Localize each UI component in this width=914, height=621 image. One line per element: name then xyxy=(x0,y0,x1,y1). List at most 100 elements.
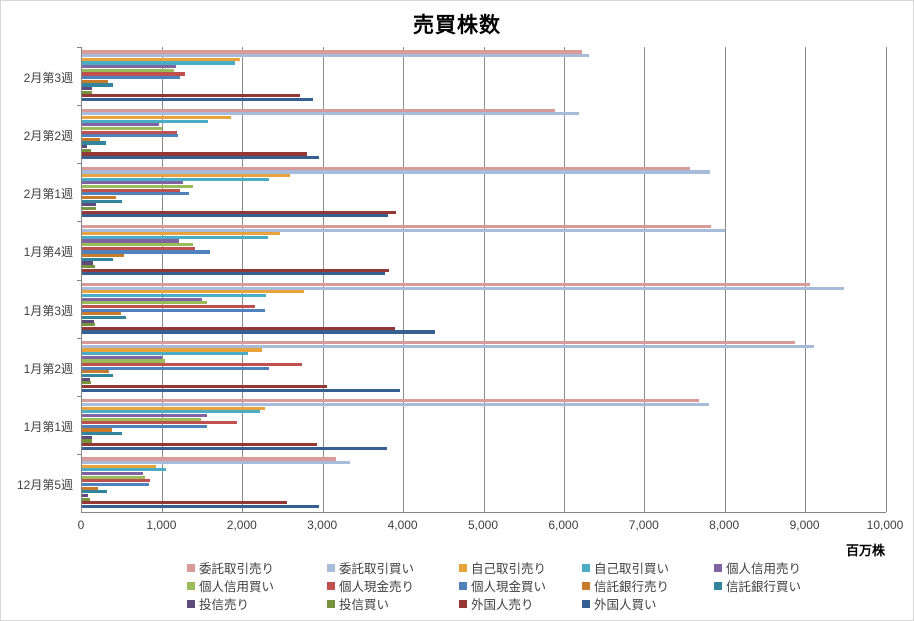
legend-item: 外国人買い xyxy=(582,594,657,613)
bar-投信売り-2月第3週 xyxy=(82,87,92,91)
bar-個人現金売り-12月第5週 xyxy=(82,479,151,483)
bar-外国人買い-2月第1週 xyxy=(82,214,388,218)
bar-信託銀行売り-12月第5週 xyxy=(82,486,99,490)
bar-個人信用買い-1月第3週 xyxy=(82,301,207,305)
legend-label: 自己取引買い xyxy=(594,562,670,576)
bar-投信売り-12月第5週 xyxy=(82,493,89,498)
legend-color-swatch xyxy=(582,563,590,572)
bar-自己取引売り-1月第4週 xyxy=(82,232,280,236)
bar-自己取引売り-1月第3週 xyxy=(82,290,304,294)
bar-信託銀行買い-1月第1週 xyxy=(82,432,123,436)
legend-item: 信託銀行売り xyxy=(582,576,669,595)
bar-個人信用買い-1月第1週 xyxy=(82,417,201,421)
legend-label: 委託取引売り xyxy=(199,562,275,576)
y-axis-tick xyxy=(77,221,82,223)
y-axis-label: 1月第4週 xyxy=(23,245,73,260)
bar-信託銀行買い-1月第3週 xyxy=(82,315,127,319)
bar-個人現金売り-2月第2週 xyxy=(82,130,177,134)
bar-委託取引売り-2月第3週 xyxy=(82,50,583,54)
bar-信託銀行買い-2月第2週 xyxy=(82,141,107,145)
bar-投信買い-1月第3週 xyxy=(82,323,95,327)
legend-label: 個人信用売り xyxy=(726,562,802,576)
bar-個人信用売り-2月第3週 xyxy=(82,65,177,69)
bar-委託取引買い-2月第1週 xyxy=(82,170,710,174)
y-axis-tick xyxy=(77,105,82,107)
x-tick-label: 8,000 xyxy=(709,518,740,532)
bar-外国人買い-1月第1週 xyxy=(82,446,387,450)
bar-個人信用売り-1月第2週 xyxy=(82,355,163,359)
y-axis-label: 12月第5週 xyxy=(16,477,73,492)
bar-個人現金買い-1月第4週 xyxy=(82,250,210,254)
bar-投信売り-2月第2週 xyxy=(82,145,87,149)
bar-委託取引売り-12月第5週 xyxy=(82,457,337,461)
y-axis-tick xyxy=(77,453,82,455)
y-axis-label: 2月第3週 xyxy=(23,71,73,86)
bar-個人信用買い-2月第3週 xyxy=(82,68,174,72)
legend-item: 投信買い xyxy=(327,594,389,613)
gridline xyxy=(161,47,163,512)
legend-color-swatch xyxy=(714,581,722,590)
bar-投信売り-2月第1週 xyxy=(82,203,96,207)
legend-item: 委託取引売り xyxy=(187,558,274,577)
bar-信託銀行買い-2月第1週 xyxy=(82,199,123,203)
bar-個人信用売り-1月第3週 xyxy=(82,297,202,301)
y-axis-tick xyxy=(77,337,82,339)
x-tick-label: 6,000 xyxy=(548,518,579,532)
bar-信託銀行売り-1月第2週 xyxy=(82,370,109,374)
legend-color-swatch xyxy=(327,581,335,590)
bar-信託銀行売り-1月第1週 xyxy=(82,428,112,432)
legend-item: 委託取引買い xyxy=(327,558,414,577)
bar-信託銀行買い-1月第4週 xyxy=(82,257,114,261)
bar-投信売り-1月第4週 xyxy=(82,261,94,265)
legend-label: 委託取引買い xyxy=(339,562,415,576)
x-tick-label: 2,000 xyxy=(226,518,257,532)
legend-color-swatch xyxy=(459,563,467,572)
bar-外国人売り-12月第5週 xyxy=(82,501,288,505)
legend-color-swatch xyxy=(327,563,335,572)
legend-color-swatch xyxy=(582,581,590,590)
bar-信託銀行買い-1月第2週 xyxy=(82,373,114,378)
bar-外国人買い-12月第5週 xyxy=(82,504,320,508)
legend-color-swatch xyxy=(187,599,195,608)
x-tick-label: 1,000 xyxy=(146,518,177,532)
bar-外国人買い-2月第2週 xyxy=(82,156,320,160)
legend-item: 自己取引買い xyxy=(582,558,669,577)
legend-item: 個人現金買い xyxy=(459,576,546,595)
bar-個人信用買い-1月第2週 xyxy=(82,359,165,363)
x-tick-label: 4,000 xyxy=(387,518,418,532)
bar-委託取引売り-1月第3週 xyxy=(82,282,810,287)
bar-個人現金売り-1月第3週 xyxy=(82,304,255,309)
legend-label: 個人現金売り xyxy=(339,580,415,594)
y-axis-label: 2月第1週 xyxy=(23,187,73,202)
x-tick-label: 10,000 xyxy=(866,518,904,532)
bar-投信買い-1月第2週 xyxy=(82,381,91,385)
bar-委託取引売り-2月第1週 xyxy=(82,166,690,170)
bar-信託銀行売り-2月第1週 xyxy=(82,195,116,200)
axis-unit-label: 百万株 xyxy=(845,543,885,558)
bar-委託取引売り-1月第1週 xyxy=(82,399,699,403)
x-tick-label: 9,000 xyxy=(789,518,820,532)
legend-color-swatch xyxy=(459,581,467,590)
legend-label: 外国人買い xyxy=(594,598,657,612)
bar-投信買い-2月第1週 xyxy=(82,206,96,211)
bar-投信買い-2月第3週 xyxy=(82,90,92,94)
legend-label: 個人現金買い xyxy=(471,580,547,594)
legend-item: 個人信用買い xyxy=(187,576,274,595)
bar-投信買い-1月第4週 xyxy=(82,265,95,269)
bar-外国人売り-1月第1週 xyxy=(82,443,317,447)
legend-label: 信託銀行売り xyxy=(594,580,670,594)
gridline xyxy=(644,47,646,512)
legend-item: 投信売り xyxy=(187,594,249,613)
bar-個人信用売り-1月第1週 xyxy=(82,413,207,417)
bar-個人信用売り-12月第5週 xyxy=(82,471,144,476)
bar-自己取引買い-2月第1週 xyxy=(82,177,269,181)
bar-投信買い-1月第1週 xyxy=(82,439,93,443)
bar-自己取引買い-2月第3週 xyxy=(82,61,235,65)
y-axis-tick xyxy=(77,47,82,48)
legend-item: 自己取引売り xyxy=(459,558,546,577)
bar-自己取引売り-12月第5週 xyxy=(82,464,156,468)
legend-label: 信託銀行買い xyxy=(726,580,802,594)
bar-委託取引売り-1月第2週 xyxy=(82,341,796,345)
bar-個人現金売り-1月第1週 xyxy=(82,421,238,425)
bar-個人信用買い-1月第4週 xyxy=(82,243,193,247)
